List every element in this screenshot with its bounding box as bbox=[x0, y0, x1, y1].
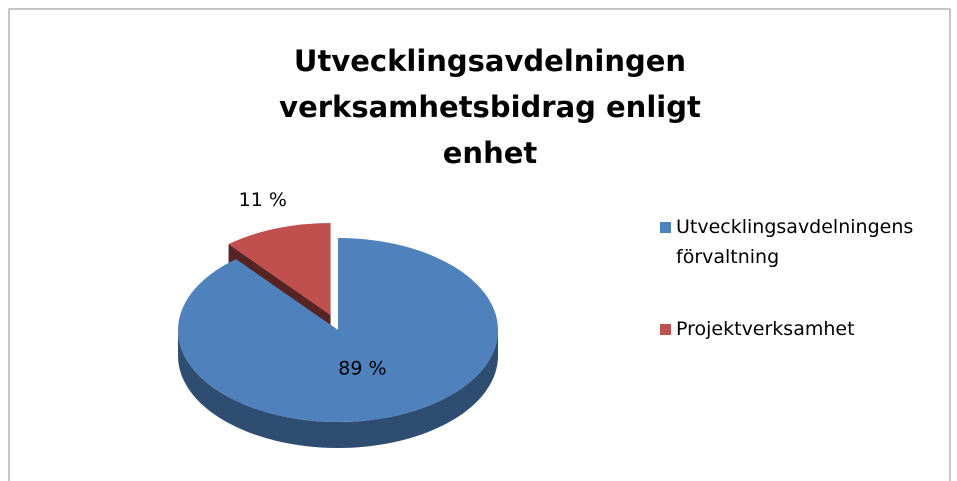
data-label: 11 % bbox=[239, 189, 287, 211]
legend-swatch bbox=[660, 324, 671, 335]
slice-side bbox=[178, 330, 498, 448]
legend-label: Projektverksamhet bbox=[676, 318, 855, 340]
pie-slice bbox=[228, 222, 331, 315]
legend-label: Utvecklingsavdelningens förvaltning bbox=[676, 216, 914, 268]
pie-slice bbox=[178, 238, 499, 422]
data-label: 89 % bbox=[338, 357, 386, 379]
chart-title: Utvecklingsavdelningen verksamhetsbidrag… bbox=[279, 44, 701, 170]
chart-frame bbox=[8, 8, 951, 481]
legend-swatch bbox=[660, 222, 671, 233]
